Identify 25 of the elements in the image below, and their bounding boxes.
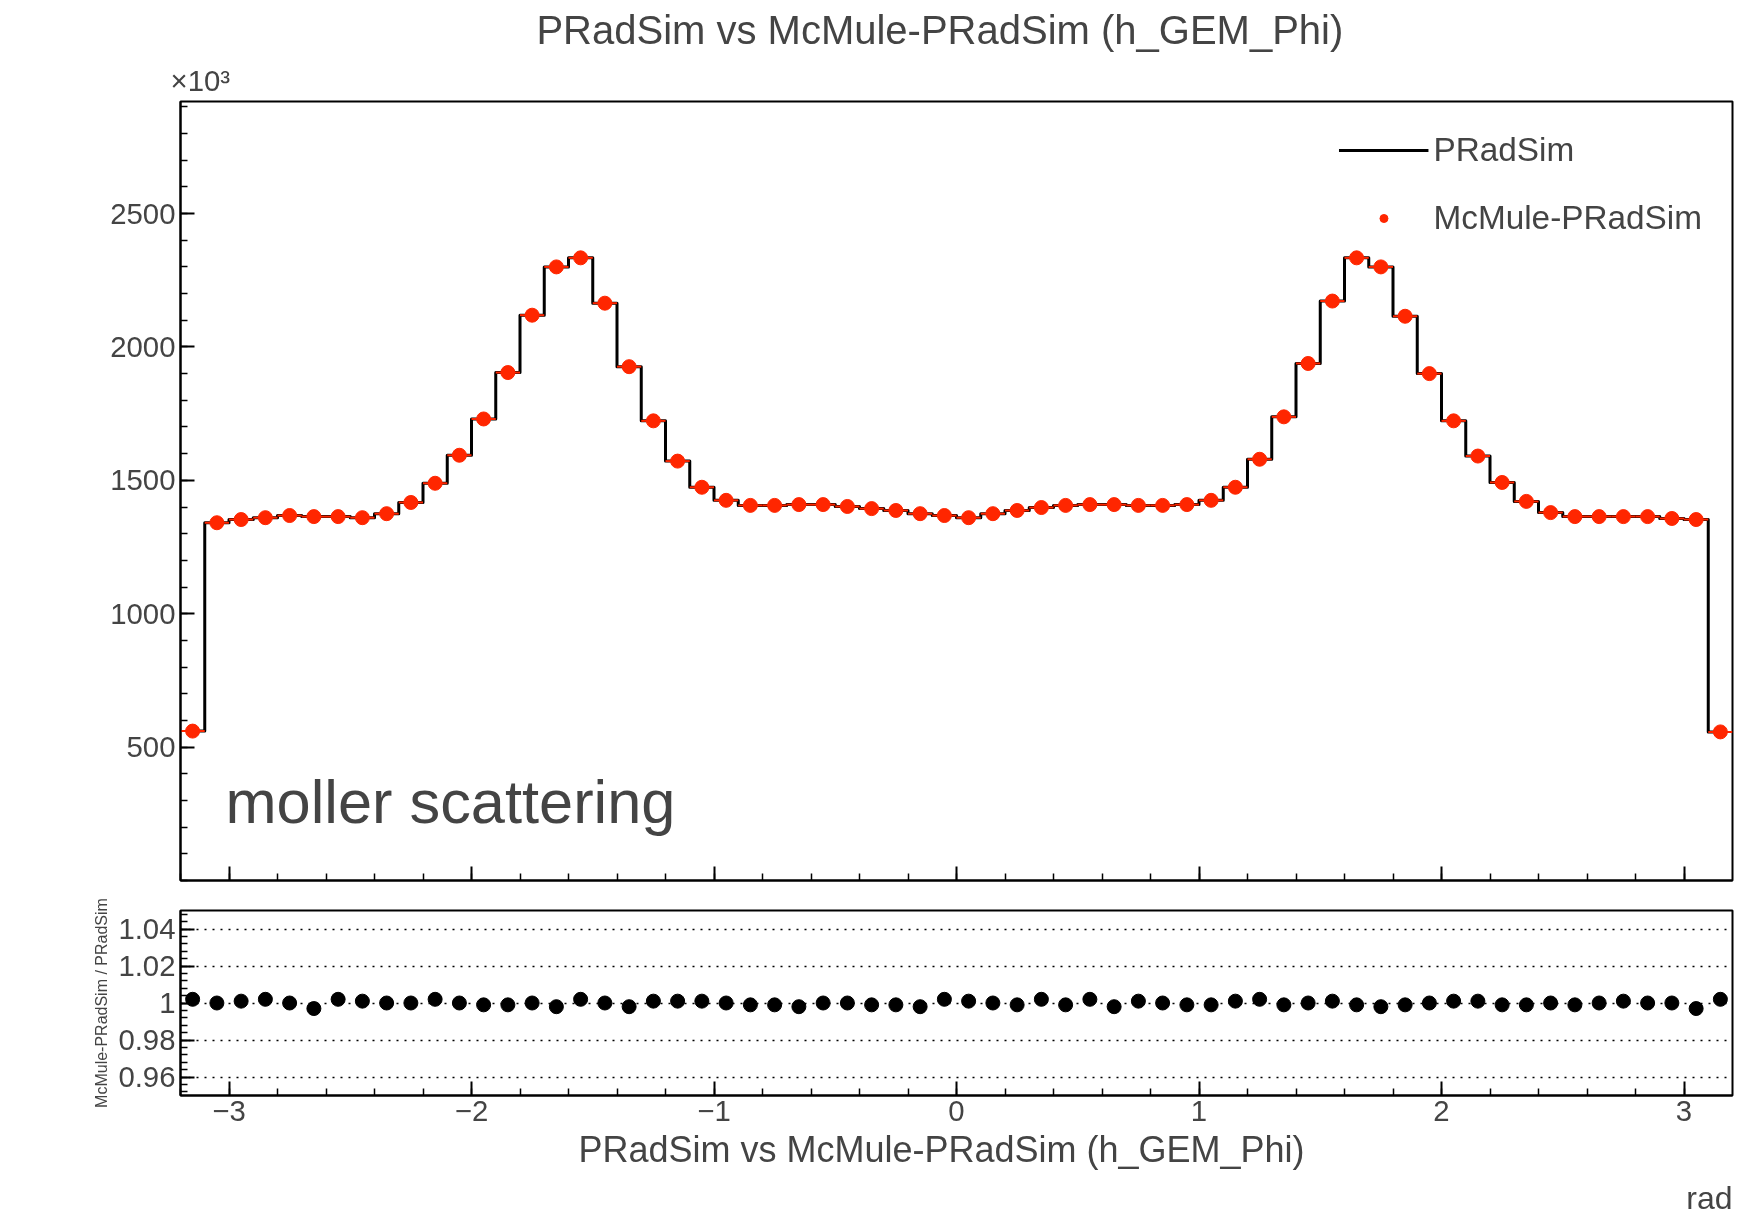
y-axis-title: McMule-PRadSim / PRadSim [93, 898, 111, 1108]
annotation: moller scattering [225, 766, 676, 836]
text: rad [1686, 1179, 1733, 1216]
y-tick-label: 2500 [110, 196, 176, 230]
y-tick-label: 0.96 [118, 1060, 176, 1093]
y-tick-label: 1 [159, 986, 176, 1019]
y-tick-label: 500 [126, 730, 176, 764]
x-axis-title: PRadSim vs McMule-PRadSim (h_GEM_Phi) [578, 1128, 1305, 1170]
y-tick-label: 1000 [110, 596, 176, 630]
x-tick-label: 1 [1190, 1093, 1208, 1127]
x-tick-label: −3 [212, 1093, 246, 1127]
text: ×10³ [170, 63, 231, 97]
x-tick-label: −2 [454, 1093, 489, 1127]
x-tick-label: 3 [1675, 1093, 1693, 1127]
x-tick-label: 0 [948, 1093, 965, 1127]
legend-label: PRadSim [1433, 131, 1575, 169]
y-tick-label: 2000 [110, 329, 176, 363]
x-tick-label: −1 [697, 1093, 731, 1127]
y-tick-label: 1500 [110, 463, 176, 497]
y-tick-label: 1.04 [118, 912, 176, 945]
legend-label: McMule-PRadSim [1433, 199, 1702, 237]
chart-title: PRadSim vs McMule-PRadSim (h_GEM_Phi) [536, 7, 1344, 52]
x-tick-label: 2 [1433, 1093, 1450, 1127]
y-tick-label: 1.02 [118, 949, 176, 982]
y-tick-label: 0.98 [118, 1023, 176, 1056]
